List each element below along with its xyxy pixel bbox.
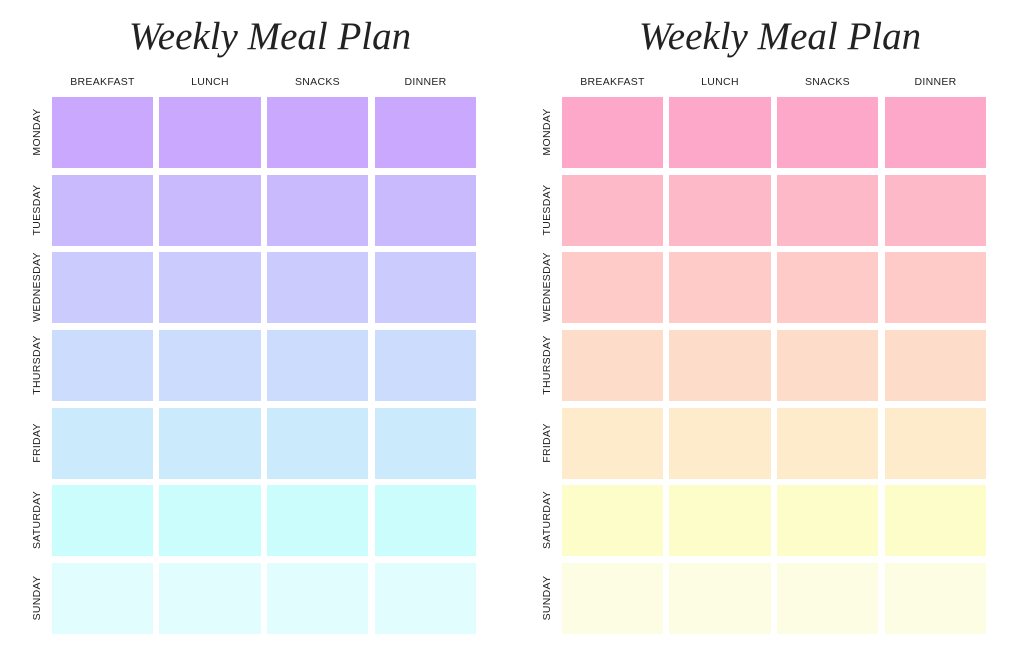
meal-cell	[562, 97, 663, 168]
day-label: SATURDAY	[31, 490, 43, 549]
day-label: FRIDAY	[31, 422, 43, 463]
meal-cell	[885, 408, 986, 479]
meal-cell	[375, 408, 476, 479]
meal-cell	[267, 175, 368, 246]
meal-cell	[562, 252, 663, 323]
day-label: THURSDAY	[541, 334, 553, 395]
day-label: SATURDAY	[541, 490, 553, 549]
day-label: TUESDAY	[541, 184, 553, 235]
meal-cell	[777, 330, 878, 401]
meal-cell	[777, 408, 878, 479]
meal-cell	[669, 563, 771, 634]
day-label: SUNDAY	[31, 575, 43, 620]
day-label: WEDNESDAY	[31, 251, 43, 322]
meal-cell	[885, 330, 986, 401]
meal-cell	[375, 97, 476, 168]
meal-cell	[562, 408, 663, 479]
meal-cell	[159, 563, 261, 634]
day-label: MONDAY	[541, 107, 553, 156]
meal-cell	[669, 175, 771, 246]
meal-cell	[159, 330, 261, 401]
meal-cell	[562, 563, 663, 634]
meal-cell	[375, 330, 476, 401]
column-header: BREAKFAST	[70, 76, 135, 88]
meal-cell	[267, 563, 368, 634]
meal-cell	[52, 408, 153, 479]
meal-cell	[159, 485, 261, 556]
column-header: SNACKS	[295, 76, 340, 88]
column-header: LUNCH	[701, 76, 739, 88]
meal-cell	[375, 563, 476, 634]
meal-cell	[885, 252, 986, 323]
meal-cell	[562, 485, 663, 556]
meal-cell	[267, 252, 368, 323]
day-label: TUESDAY	[31, 184, 43, 235]
meal-cell	[669, 252, 771, 323]
meal-cell	[669, 97, 771, 168]
meal-cell	[159, 97, 261, 168]
meal-cell	[267, 485, 368, 556]
column-header: SNACKS	[805, 76, 850, 88]
day-label: THURSDAY	[31, 334, 43, 395]
planner-title: Weekly Meal Plan	[128, 15, 412, 58]
day-label: WEDNESDAY	[541, 251, 553, 322]
meal-cell	[669, 408, 771, 479]
meal-cell	[52, 175, 153, 246]
meal-cell	[669, 485, 771, 556]
meal-cell	[375, 252, 476, 323]
meal-cell	[562, 330, 663, 401]
meal-cell	[267, 330, 368, 401]
day-label: SUNDAY	[541, 575, 553, 620]
column-header: LUNCH	[191, 76, 229, 88]
column-header: DINNER	[404, 76, 447, 88]
meal-cell	[267, 408, 368, 479]
column-header: DINNER	[914, 76, 957, 88]
meal-cell	[562, 175, 663, 246]
meal-cell	[52, 563, 153, 634]
meal-cell	[159, 408, 261, 479]
planner-title: Weekly Meal Plan	[638, 15, 922, 58]
meal-cell	[375, 485, 476, 556]
meal-cell	[777, 97, 878, 168]
meal-cell	[777, 485, 878, 556]
meal-cell	[885, 485, 986, 556]
column-header: BREAKFAST	[580, 76, 645, 88]
meal-cell	[52, 252, 153, 323]
meal-cell	[52, 330, 153, 401]
meal-cell	[669, 330, 771, 401]
meal-cell	[885, 175, 986, 246]
meal-cell	[375, 175, 476, 246]
meal-cell	[777, 563, 878, 634]
meal-cell	[52, 97, 153, 168]
day-label: FRIDAY	[541, 422, 553, 463]
meal-cell	[777, 252, 878, 323]
meal-cell	[885, 563, 986, 634]
day-label: MONDAY	[31, 107, 43, 156]
meal-cell	[52, 485, 153, 556]
meal-cell	[267, 97, 368, 168]
meal-cell	[159, 175, 261, 246]
meal-cell	[159, 252, 261, 323]
meal-cell	[885, 97, 986, 168]
meal-cell	[777, 175, 878, 246]
